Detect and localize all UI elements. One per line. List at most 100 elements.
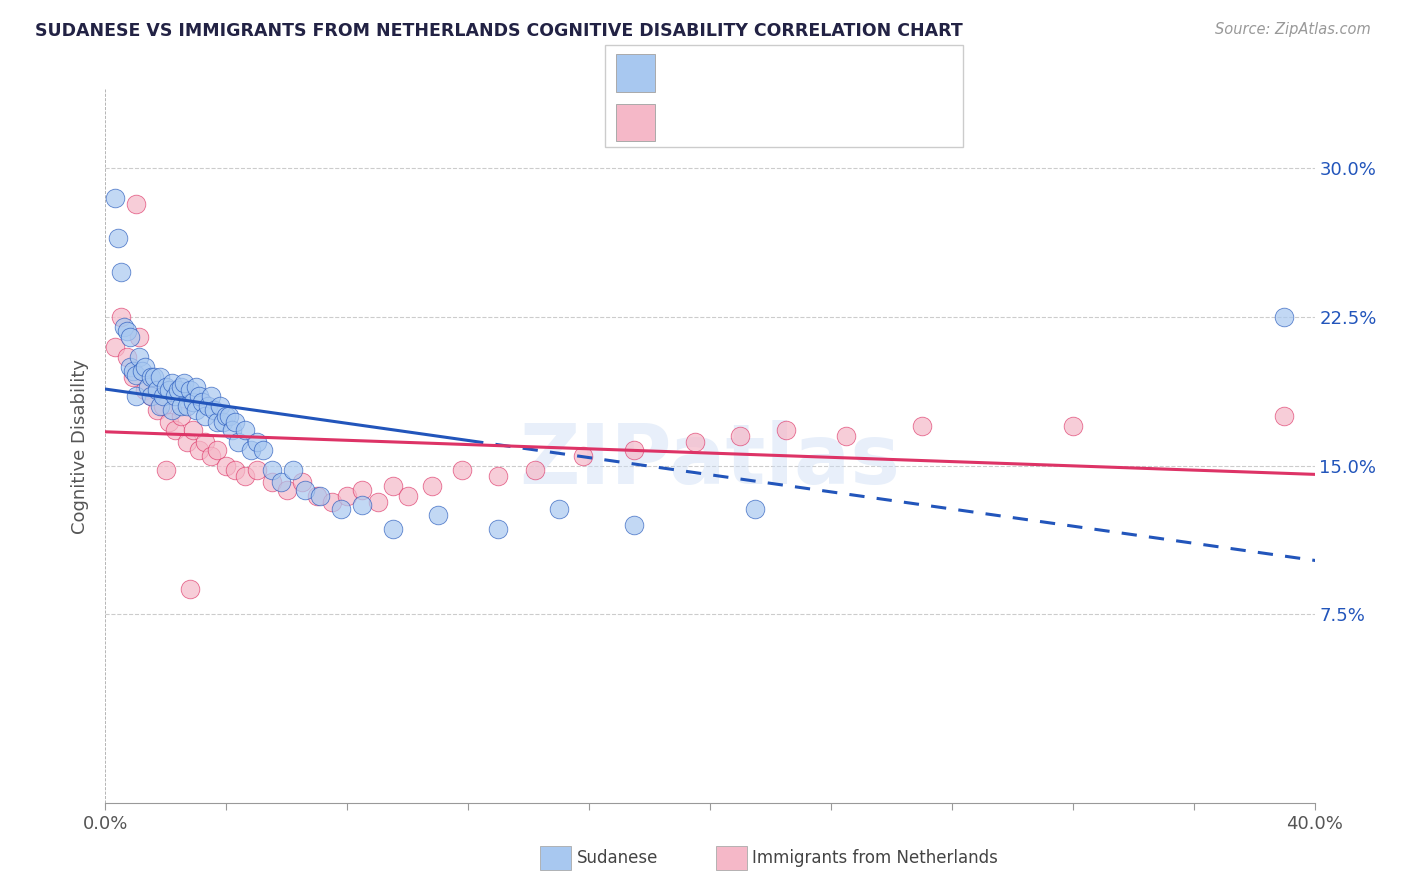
Point (200, 449, 222, 463)
Point (330, 502, 353, 516)
Point (142, 369, 165, 384)
Point (1062, 419, 1084, 434)
Point (245, 435, 267, 450)
Point (149, 400, 172, 414)
Point (294, 483, 316, 497)
Point (307, 489, 329, 503)
Text: R =: R = (664, 62, 703, 79)
Text: N =: N = (790, 111, 830, 128)
Point (160, 376, 183, 390)
Point (124, 389, 148, 403)
Point (572, 449, 595, 463)
Point (623, 518, 645, 533)
Point (233, 423, 256, 437)
Point (209, 400, 232, 414)
Point (291, 475, 314, 489)
Point (381, 478, 404, 492)
Point (188, 442, 211, 457)
Point (218, 409, 240, 424)
Point (170, 400, 193, 414)
Point (194, 435, 217, 450)
Point (775, 423, 797, 437)
Point (181, 423, 204, 437)
Point (352, 483, 374, 497)
Point (131, 364, 153, 378)
Point (486, 522, 509, 536)
Point (115, 350, 138, 364)
Point (381, 522, 404, 536)
Point (281, 463, 304, 477)
Point (207, 442, 229, 457)
Point (103, 340, 125, 354)
Point (366, 494, 388, 508)
Point (186, 379, 208, 393)
Text: 0.148: 0.148 (710, 110, 766, 129)
Point (110, 264, 132, 278)
Point (186, 403, 208, 417)
Point (744, 502, 766, 516)
Point (1274, 409, 1296, 424)
Point (181, 395, 204, 409)
Point (139, 389, 162, 403)
Point (115, 324, 138, 338)
Point (173, 376, 195, 390)
Point (245, 463, 267, 477)
Point (276, 483, 298, 497)
Point (167, 384, 190, 398)
Point (146, 403, 169, 417)
Point (260, 463, 283, 477)
Point (124, 197, 148, 211)
Point (157, 384, 180, 398)
Text: 48: 48 (837, 110, 862, 129)
Point (224, 415, 246, 429)
Point (163, 423, 186, 437)
Point (523, 463, 546, 477)
Point (420, 478, 443, 492)
Point (197, 400, 219, 414)
Point (309, 489, 332, 503)
Point (548, 502, 571, 516)
Point (194, 409, 217, 424)
Point (202, 403, 225, 417)
Point (224, 463, 246, 477)
Point (128, 350, 150, 364)
Point (179, 384, 201, 398)
Point (215, 409, 238, 424)
Point (103, 191, 125, 205)
Point (1274, 310, 1296, 325)
Point (134, 359, 156, 374)
Point (252, 442, 274, 457)
Point (623, 442, 645, 457)
Point (728, 429, 751, 443)
Point (260, 475, 283, 489)
Text: Immigrants from Netherlands: Immigrants from Netherlands (752, 849, 998, 867)
Point (212, 415, 235, 429)
Point (149, 369, 172, 384)
Point (215, 458, 238, 473)
Point (160, 403, 183, 417)
Point (128, 330, 150, 344)
Point (163, 389, 186, 403)
Point (139, 369, 162, 384)
Point (155, 463, 177, 477)
Point (221, 423, 243, 437)
Point (134, 384, 156, 398)
Point (321, 494, 343, 508)
Text: 0.083: 0.083 (710, 61, 765, 79)
Text: ZIPatlas: ZIPatlas (520, 420, 900, 500)
Point (233, 468, 256, 483)
Point (451, 463, 474, 477)
Point (118, 359, 141, 374)
Text: N =: N = (790, 62, 830, 79)
Point (336, 489, 359, 503)
Point (121, 364, 143, 378)
Point (170, 379, 193, 393)
Point (228, 435, 250, 450)
Point (155, 379, 177, 393)
Point (121, 369, 143, 384)
Point (136, 379, 159, 393)
Point (146, 384, 169, 398)
Point (188, 389, 211, 403)
Text: R =: R = (664, 111, 703, 128)
Text: Source: ZipAtlas.com: Source: ZipAtlas.com (1215, 22, 1371, 37)
